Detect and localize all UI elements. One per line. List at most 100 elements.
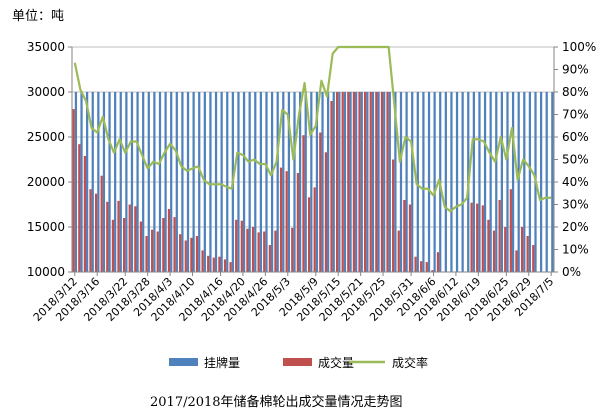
listed-bar <box>461 92 464 272</box>
listed-bar <box>321 92 324 272</box>
deal-bar <box>330 101 333 272</box>
deal-bar <box>229 262 232 272</box>
listed-bar <box>411 92 414 272</box>
deal-bar <box>509 189 512 272</box>
deal-bar <box>162 218 165 272</box>
deal-bar <box>179 234 182 272</box>
listed-bar <box>265 92 268 272</box>
listed-bar <box>366 92 369 272</box>
listed-bar <box>455 92 459 272</box>
deal-rate-line <box>73 45 552 213</box>
listed-bar <box>450 92 453 272</box>
deal-bar <box>223 259 227 272</box>
listed-bar <box>511 92 515 272</box>
chart-title: 2017/2018年储备棉轮出成交量情况走势图 <box>150 394 403 410</box>
left-tick-label: 25000 <box>27 130 65 144</box>
deal-bar <box>520 227 524 272</box>
listed-bar <box>315 92 319 272</box>
deal-bar <box>274 230 277 272</box>
deal-bar <box>291 227 294 272</box>
deal-bar <box>313 187 316 272</box>
deal-bar <box>190 237 193 272</box>
left-tick-label: 10000 <box>27 265 65 279</box>
listed-bar <box>551 92 554 272</box>
listed-bar <box>310 92 313 272</box>
listed-bar <box>433 92 436 272</box>
listed-bar <box>338 92 341 272</box>
deal-bar <box>403 200 406 272</box>
listed-bar <box>276 92 279 272</box>
deal-volume-bars <box>72 92 535 272</box>
listed-bar <box>343 92 347 272</box>
deal-bar <box>212 257 215 272</box>
listed-bar <box>91 92 94 272</box>
deal-bar <box>302 135 305 272</box>
deal-bar <box>526 236 529 272</box>
left-tick-label: 20000 <box>27 175 65 189</box>
deal-bar <box>358 92 361 272</box>
deal-bar <box>285 171 288 272</box>
deal-bar <box>83 155 87 272</box>
listed-bar <box>282 92 285 272</box>
listed-bar <box>108 92 111 272</box>
listed-bar <box>142 92 145 272</box>
listed-bar <box>237 92 240 272</box>
listed-bar <box>214 92 218 272</box>
listed-bar <box>489 92 492 272</box>
listed-bar <box>422 92 425 272</box>
listed-bar <box>192 92 195 272</box>
listed-bar <box>153 92 156 272</box>
legend-swatch-deal <box>283 358 312 366</box>
legend-label-listed: 挂牌量 <box>204 356 240 370</box>
deal-bar <box>532 245 535 272</box>
deal-bar <box>218 256 221 272</box>
deal-bar <box>414 256 417 272</box>
listed-bar <box>399 92 403 272</box>
right-tick-label: 80% <box>562 85 589 99</box>
deal-bar <box>335 92 339 272</box>
listed-bar <box>209 92 212 272</box>
listed-bar <box>427 92 431 272</box>
listed-bar <box>360 92 363 272</box>
legend-swatch-listed <box>169 358 198 366</box>
listed-bar <box>226 92 229 272</box>
deal-bar <box>134 206 137 272</box>
deal-bar <box>111 219 115 272</box>
deal-bar <box>420 261 423 272</box>
deal-bar <box>408 204 412 272</box>
listed-bar <box>102 92 106 272</box>
listed-bar <box>80 92 83 272</box>
deal-bar <box>78 144 81 272</box>
deal-bar <box>487 219 490 272</box>
legend-label-deal: 成交量 <box>318 355 354 370</box>
deal-bar <box>106 201 109 272</box>
deal-bar <box>94 193 98 272</box>
legend-item-rate: 成交率 <box>349 355 428 370</box>
legend-label-rate: 成交率 <box>392 355 428 370</box>
deal-bar <box>257 232 260 272</box>
listed-bar <box>355 92 358 272</box>
right-tick-label: 30% <box>562 198 589 212</box>
listed-bar <box>332 92 335 272</box>
deal-bar <box>392 159 395 272</box>
deal-bar <box>201 250 204 272</box>
listed-bar <box>383 92 386 272</box>
right-tick-label: 0% <box>562 265 581 279</box>
right-tick-label: 10% <box>562 243 589 257</box>
deal-bar <box>151 229 154 272</box>
deal-bar <box>235 219 238 272</box>
listed-bar <box>220 92 223 272</box>
deal-bar <box>341 92 344 272</box>
right-tick-label: 70% <box>562 108 589 122</box>
deal-bar <box>128 204 131 272</box>
x-axis-labels: 2018/3/122018/3/162018/3/222018/3/282018… <box>31 272 556 324</box>
listed-bar <box>405 92 408 272</box>
deal-bar <box>386 92 389 272</box>
deal-bar <box>492 230 496 272</box>
deal-bar <box>397 230 400 272</box>
listed-bar <box>304 92 307 272</box>
right-tick-label: 60% <box>562 130 589 144</box>
deal-bar <box>431 270 434 272</box>
deal-bar <box>307 197 311 272</box>
